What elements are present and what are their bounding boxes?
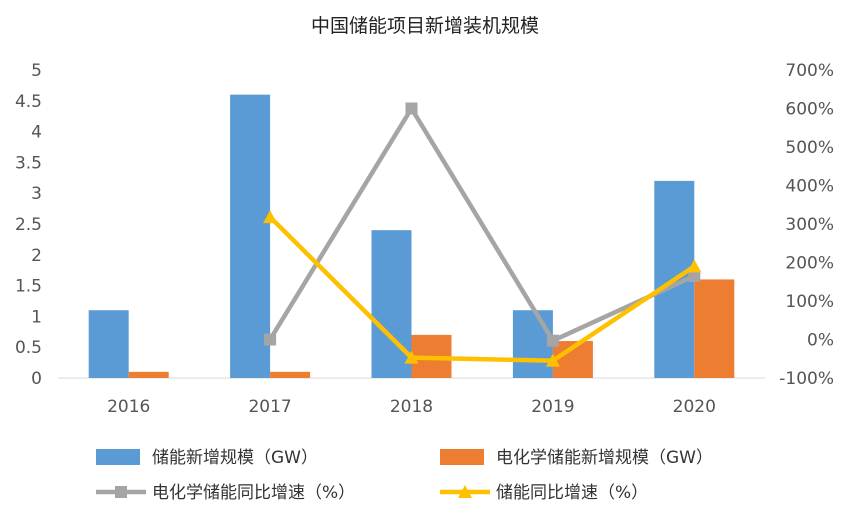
bar-electrochemical-2020 [694, 279, 735, 378]
line-series [263, 102, 702, 367]
bar-storage-2018 [371, 230, 412, 378]
y-right-tick-label: 700% [785, 61, 834, 81]
y-left-tick-label: 4.5 [15, 92, 42, 112]
point-triangle-2017 [263, 210, 278, 224]
chart-legend: 储能新增规模（GW） 电化学储能新增规模（GW） 电化学储能同比增速（%） 储能同比增… [96, 448, 713, 503]
point-triangle-2020 [687, 259, 702, 273]
y-right-tick-label: 200% [785, 254, 834, 274]
bar-electrochemical-2017 [270, 371, 311, 378]
y-right-tick-label: -100% [779, 369, 834, 389]
legend-swatch-0 [96, 449, 140, 465]
y-left-tick-label: 0.5 [15, 338, 42, 358]
legend-swatch-1 [440, 449, 484, 465]
y-right-tick-label: 100% [785, 292, 834, 312]
bar-electrochemical-2016 [128, 371, 169, 378]
legend-marker-triangle [458, 485, 472, 498]
y-right-tick-label: 600% [785, 100, 834, 120]
y-left-tick-label: 1 [31, 307, 42, 327]
y-left-tick-label: 4 [31, 123, 42, 143]
y-left-tick-label: 3.5 [15, 153, 42, 173]
x-tick-label: 2017 [248, 397, 291, 417]
y-left-tick-label: 3 [31, 184, 42, 204]
y-left-tick-label: 5 [31, 61, 42, 81]
point-triangle-2018 [404, 350, 419, 364]
point-square-2019 [546, 334, 559, 347]
x-tick-label: 2016 [107, 397, 150, 417]
point-triangle-2019 [545, 353, 560, 367]
y-right-tick-label: 500% [785, 138, 834, 158]
line-series-2 [268, 106, 696, 343]
legend-label-0: 储能新增规模（GW） [152, 448, 318, 468]
chart-title: 中国储能项目新增装机规模 [311, 15, 539, 37]
bar-storage-2016 [88, 310, 129, 378]
x-tick-label: 2019 [531, 397, 574, 417]
bar-series [88, 94, 735, 378]
y-left-tick-label: 1.5 [15, 277, 42, 297]
line-series-3 [268, 215, 696, 363]
legend-label-2: 电化学储能同比增速（%） [152, 483, 355, 503]
point-square-2017 [264, 333, 277, 346]
axes: 0 0.5 1 1.5 2 2.5 3 3.5 4 4.5 5 -100% 0% 100% 200% 300%… [15, 61, 834, 417]
y-right-tick-label: 0% [807, 331, 834, 351]
bar-storage-2017 [230, 94, 271, 378]
y-right-tick-label: 400% [785, 177, 834, 197]
legend-label-3: 储能同比增速（%） [496, 483, 648, 503]
legend-label-1: 电化学储能新增规模（GW） [496, 448, 713, 468]
legend-marker-square [115, 486, 127, 498]
x-tick-label: 2018 [390, 397, 433, 417]
bar-storage-2019 [512, 310, 553, 378]
y-left-tick-label: 2.5 [15, 215, 42, 235]
point-square-2020 [688, 269, 701, 282]
y-left-tick-label: 2 [31, 246, 42, 266]
point-square-2018 [405, 102, 418, 115]
y-right-tick-label: 300% [785, 215, 834, 235]
y-left-tick-label: 0 [31, 369, 42, 389]
x-tick-label: 2020 [673, 397, 716, 417]
